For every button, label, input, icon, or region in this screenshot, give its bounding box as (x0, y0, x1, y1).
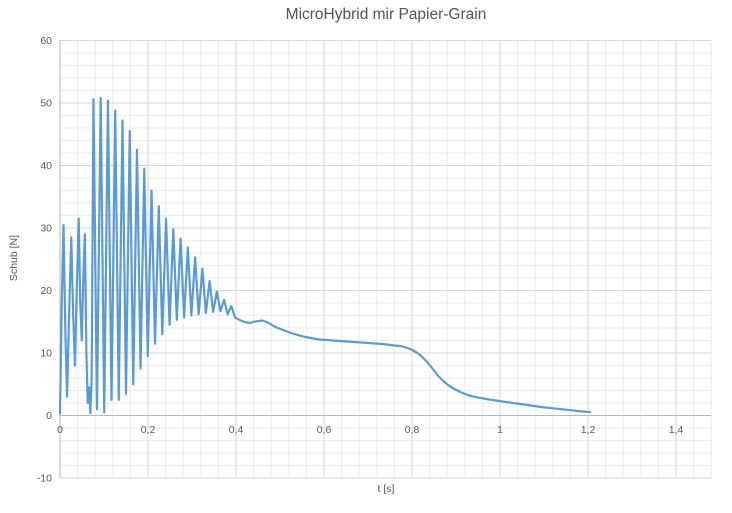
x-axis-title: t [s] (377, 483, 395, 495)
x-tick-label: 1,4 (669, 424, 684, 436)
minor-gridlines (60, 40, 712, 478)
tick-labels: 0 0,2 0,4 0,6 0,8 1 1,2 1,4 -10 0 10 20 30 40 50 60 (37, 35, 684, 485)
y-tick-label: 60 (40, 35, 52, 47)
y-tick-label: 20 (40, 285, 52, 297)
y-tick-label: 50 (40, 98, 52, 110)
x-tick-label: 0 (57, 424, 63, 436)
y-tick-label: 10 (40, 348, 52, 360)
y-tick-label: 0 (46, 410, 52, 422)
x-tick-label: 0,4 (229, 424, 244, 436)
x-tick-label: 0,2 (141, 424, 156, 436)
y-tick-label: -10 (37, 473, 52, 485)
x-tick-label: 0,8 (405, 424, 420, 436)
chart-title: MicroHybrid mir Papier-Grain (285, 6, 487, 23)
y-axis-title: Schub [N] (8, 234, 20, 282)
x-tick-label: 0,6 (317, 424, 332, 436)
series-line (58, 96, 592, 415)
y-tick-label: 40 (40, 160, 52, 172)
x-tick-label: 1,2 (581, 424, 596, 436)
x-tick-label: 1 (497, 424, 503, 436)
y-tick-label: 30 (40, 223, 52, 235)
